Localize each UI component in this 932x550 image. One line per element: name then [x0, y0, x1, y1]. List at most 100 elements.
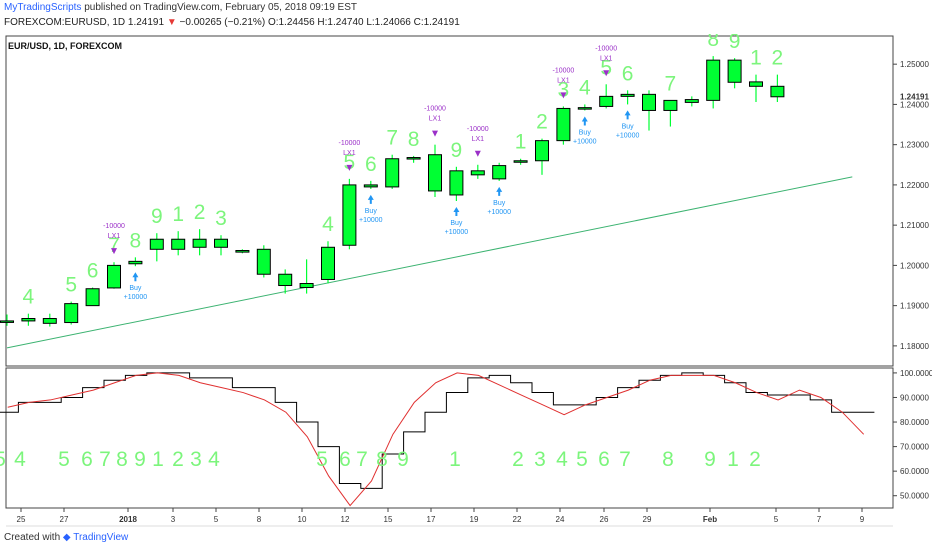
buy-signal-qty: +10000 [124, 294, 148, 301]
ind-y-tick-label: 100.0000 [900, 369, 932, 378]
sell-signal-qty: -10000 [553, 67, 575, 74]
setup-count-label: 1 [750, 47, 762, 70]
buy-arrow-icon [453, 207, 460, 216]
y-tick-label: 1.22000 [900, 181, 929, 190]
chart-area[interactable]: 1.18000 1.19000 1.20000 1.21000 1.22000 1.230… [0, 34, 932, 527]
count-label: 9 [397, 448, 409, 471]
y-tick-label: 1.24000 [900, 100, 929, 109]
candle [107, 264, 121, 289]
count-label: 6 [81, 448, 93, 471]
last-price-label: 1.24191 [900, 93, 929, 102]
x-tick-label: 22 [513, 515, 522, 524]
sell-arrow-icon [111, 248, 117, 255]
count-label: 5 [58, 448, 70, 471]
x-tick-label: 17 [427, 515, 436, 524]
count-label: 2 [512, 448, 524, 471]
candle [406, 157, 421, 160]
x-tick-label: 3 [171, 515, 176, 524]
candle [385, 158, 400, 188]
buy-signal-qty: +10000 [573, 138, 597, 145]
y-tick-label: 1.18000 [900, 342, 929, 351]
count-label: 4 [556, 448, 568, 471]
candle [449, 170, 464, 196]
y-tick-label: 1.19000 [900, 302, 929, 311]
buy-signal-tag: Buy [622, 123, 635, 130]
setup-count-label: 7 [386, 127, 398, 150]
publish-line: MyTradingScripts published on TradingVie… [4, 2, 357, 13]
setup-count-label: 5 [344, 151, 356, 174]
created-with-text: Created with [4, 532, 61, 543]
candle [256, 248, 271, 275]
candle [64, 303, 79, 324]
count-label: 8 [376, 448, 388, 471]
candle [663, 99, 678, 111]
setup-count-label: 2 [772, 47, 784, 70]
sell-signal-tag: LX1 [557, 77, 570, 84]
author-link[interactable]: MyTradingScripts [4, 2, 82, 13]
candle [556, 107, 571, 142]
x-tick-label: 9 [860, 515, 865, 524]
candle [192, 238, 207, 248]
buy-signal-tag: Buy [129, 285, 142, 292]
sell-arrow-icon [560, 92, 567, 99]
last-price: 1.24191 [127, 17, 165, 28]
x-tick-label: 8 [257, 515, 262, 524]
sell-signal-qty: -10000 [595, 45, 617, 52]
setup-count-label: 1 [172, 203, 184, 226]
x-tick-label: 5 [774, 515, 779, 524]
buy-signal-qty: +10000 [445, 229, 469, 236]
price-pane[interactable]: 1.18000 1.19000 1.20000 1.21000 1.22000 1.230… [0, 34, 930, 367]
setup-count-label: 6 [365, 153, 377, 176]
x-tick-label: 27 [60, 515, 69, 524]
tradingview-logo-icon[interactable]: ◆ [62, 532, 71, 543]
indicator-pane[interactable]: 50.0000 60.0000 70.0000 80.0000 90.0000 100.0… [0, 367, 932, 509]
setup-count-label: 7 [108, 234, 120, 257]
x-tick-label: 12 [341, 515, 350, 524]
setup-count-label: 9 [151, 205, 163, 228]
count-label: 5 [576, 448, 588, 471]
candle [642, 93, 656, 111]
buy-arrow-icon [496, 186, 503, 196]
candle [42, 318, 57, 324]
count-label: 6 [339, 448, 351, 471]
x-tick-label: Feb [703, 515, 717, 524]
indicator-pane-frame [5, 367, 894, 509]
footer: Created with ◆ TradingView [0, 527, 932, 550]
tradingview-link[interactable]: TradingView [73, 532, 129, 543]
change-value: −0.00265 (−0.21%) [179, 17, 266, 28]
candle [492, 165, 507, 180]
x-tick-label: 10 [298, 515, 307, 524]
indicator-smooth-line [7, 372, 865, 507]
symbol-label: FOREXCOM:EURUSD, 1D [4, 17, 126, 28]
setup-count-label: 6 [622, 62, 634, 85]
candle [770, 85, 785, 98]
chart-header: MyTradingScripts published on TradingVie… [0, 0, 932, 34]
trend-line [6, 176, 853, 349]
x-tick-label: 2018 [119, 515, 137, 524]
setup-count-label: 4 [322, 213, 334, 236]
setup-count-label: 9 [729, 34, 741, 53]
count-label: 8 [116, 448, 128, 471]
candle [85, 288, 100, 307]
chart-title: EUR/USD, 1D, FOREXCOM [8, 41, 122, 51]
candle [21, 318, 36, 322]
candle [149, 238, 164, 250]
candle [513, 160, 528, 163]
sell-signal-tag: LX1 [600, 55, 613, 62]
setup-count-label: 2 [536, 111, 548, 134]
count-label: 8 [662, 448, 674, 471]
setup-count-label: 3 [558, 78, 570, 101]
buy-arrow-icon [624, 110, 631, 120]
sell-arrow-icon [432, 130, 438, 137]
ind-y-tick-label: 70.0000 [900, 443, 929, 452]
ind-y-tick-label: 80.0000 [900, 418, 929, 427]
time-axis[interactable]: 25 27 2018 3 5 8 10 12 15 17 19 22 24 26 29 Feb 5 7 9 [6, 508, 893, 527]
x-tick-label: 26 [600, 515, 609, 524]
setup-count-label: 9 [451, 139, 463, 162]
sell-signal-qty: -10000 [103, 223, 125, 230]
x-tick-label: 29 [643, 515, 652, 524]
candle [684, 99, 699, 103]
count-label: 5 [0, 448, 6, 471]
candle [0, 320, 14, 323]
candle [214, 238, 228, 248]
